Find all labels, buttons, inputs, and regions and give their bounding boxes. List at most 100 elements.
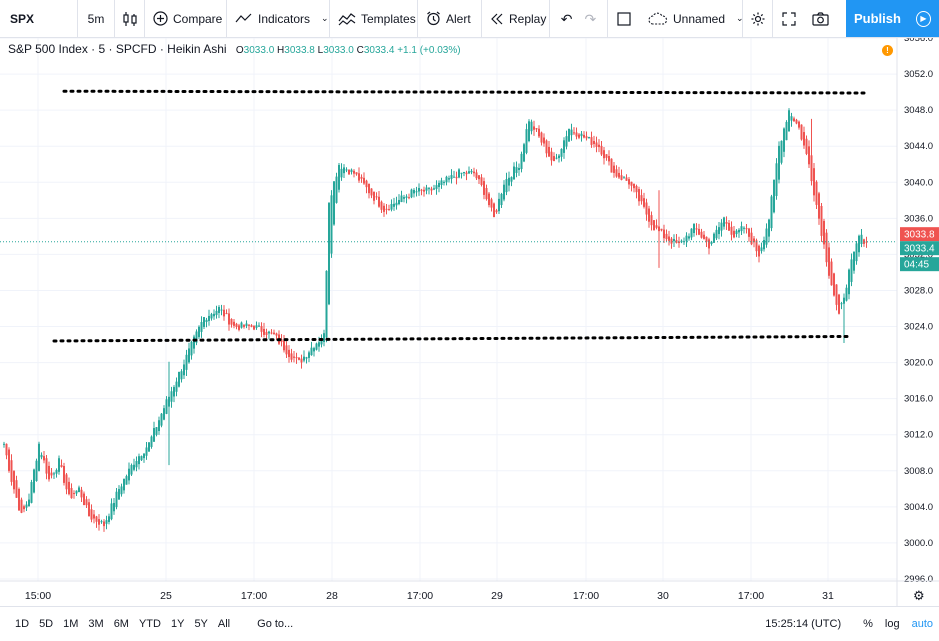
up-candle bbox=[723, 216, 725, 230]
up-candle bbox=[693, 223, 695, 237]
up-candle bbox=[860, 228, 863, 248]
down-candle bbox=[295, 352, 298, 364]
down-candle bbox=[455, 171, 458, 185]
down-candle bbox=[355, 172, 358, 176]
chart-settings-icon[interactable]: ⚙ bbox=[913, 588, 925, 603]
up-candle bbox=[335, 172, 338, 204]
down-candle bbox=[573, 127, 575, 135]
up-candle bbox=[140, 455, 143, 462]
range-3m[interactable]: 3M bbox=[88, 618, 104, 630]
time-axis-label: 15:00 bbox=[25, 590, 51, 602]
replay-button[interactable]: Replay bbox=[482, 0, 550, 37]
alert-badge-icon[interactable]: ! bbox=[882, 45, 893, 56]
down-candle bbox=[18, 487, 20, 512]
up-candle bbox=[405, 194, 408, 204]
down-candle bbox=[300, 354, 303, 369]
up-candle bbox=[158, 416, 160, 435]
up-candle bbox=[258, 322, 260, 328]
templates-button[interactable]: Templates bbox=[330, 0, 418, 37]
down-candle bbox=[613, 161, 615, 178]
utc-clock[interactable]: 15:25:14 (UTC) bbox=[765, 618, 842, 630]
layout-button[interactable]: Unnamed ⌄ bbox=[640, 0, 744, 37]
time-axis-label: 29 bbox=[491, 590, 503, 602]
time-axis[interactable]: 15:00 25 17:00 28 17:00 29 17:00 30 17:00 31 bbox=[0, 580, 939, 602]
up-candle bbox=[185, 349, 188, 376]
down-candle bbox=[273, 329, 275, 335]
svg-text:3033.4: 3033.4 bbox=[904, 244, 935, 255]
up-candle bbox=[440, 177, 443, 189]
up-candle bbox=[343, 164, 345, 178]
log-toggle[interactable]: log bbox=[884, 618, 900, 630]
down-candle bbox=[803, 126, 805, 149]
symbol-search-button[interactable]: SPX bbox=[0, 0, 78, 37]
range-1y[interactable]: 1Y bbox=[170, 618, 185, 630]
range-all[interactable]: All bbox=[217, 618, 231, 630]
compare-button[interactable]: Compare bbox=[145, 0, 227, 37]
up-candle bbox=[460, 172, 463, 179]
price-axis[interactable]: 3056.03052.03048.03044.03040.03036.03032… bbox=[896, 38, 933, 606]
up-candle bbox=[558, 153, 560, 163]
up-candle bbox=[850, 253, 853, 287]
range-5d[interactable]: 5D bbox=[39, 618, 54, 630]
down-candle bbox=[388, 204, 390, 211]
down-candle bbox=[748, 227, 750, 242]
price-tag-close: 3033.4 bbox=[900, 241, 939, 256]
rewind-icon bbox=[490, 13, 504, 25]
down-candle bbox=[68, 477, 70, 496]
auto-toggle[interactable]: auto bbox=[911, 618, 933, 630]
up-candle bbox=[173, 385, 175, 403]
chevron-down-icon: ⌄ bbox=[321, 13, 329, 23]
percent-toggle[interactable]: % bbox=[863, 618, 873, 630]
down-candle bbox=[818, 191, 820, 225]
range-ytd[interactable]: YTD bbox=[138, 618, 161, 630]
indicators-label: Indicators bbox=[258, 11, 311, 26]
up-candle bbox=[110, 498, 113, 521]
range-1d[interactable]: 1D bbox=[15, 618, 30, 630]
up-candle bbox=[775, 158, 778, 200]
down-candle bbox=[823, 218, 825, 249]
series-title[interactable]: S&P 500 Index · 5 · SPCFD · Heikin Ashi bbox=[8, 42, 227, 56]
down-candle bbox=[73, 490, 75, 499]
undo-icon[interactable]: ↶ bbox=[560, 10, 573, 27]
indicators-button[interactable]: Indicators ⌄ bbox=[227, 0, 330, 37]
down-candle bbox=[635, 184, 638, 199]
price-axis-label: 2996.0 bbox=[904, 574, 933, 585]
down-candle bbox=[288, 345, 290, 363]
price-axis-label: 3056.0 bbox=[904, 38, 933, 44]
down-candle bbox=[590, 131, 593, 148]
price-axis-label: 3012.0 bbox=[904, 430, 933, 441]
down-candle bbox=[643, 192, 645, 209]
up-candle bbox=[740, 221, 743, 236]
settings-button[interactable] bbox=[743, 0, 773, 37]
fullscreen-rect-button[interactable] bbox=[608, 0, 640, 37]
fullscreen-button[interactable] bbox=[773, 0, 805, 37]
alert-button[interactable]: Alert bbox=[418, 0, 482, 37]
up-candle bbox=[200, 316, 203, 338]
snapshot-button[interactable] bbox=[805, 0, 835, 37]
up-candle bbox=[470, 168, 473, 175]
up-candle bbox=[425, 184, 428, 195]
down-candle bbox=[408, 193, 410, 200]
up-candle bbox=[395, 196, 398, 210]
up-candle bbox=[400, 190, 403, 203]
up-candle bbox=[75, 490, 78, 497]
publish-button[interactable]: Publish ▶ bbox=[846, 0, 939, 37]
range-5y[interactable]: 5Y bbox=[194, 618, 208, 630]
interval-button[interactable]: 5m bbox=[78, 0, 115, 37]
price-chart[interactable]: 3056.03052.03048.03044.03040.03036.03032… bbox=[0, 38, 939, 606]
price-axis-label: 3036.0 bbox=[904, 213, 933, 224]
up-candle bbox=[520, 151, 523, 173]
redo-icon[interactable]: ↷ bbox=[584, 10, 597, 27]
chart-style-button[interactable] bbox=[115, 0, 145, 37]
up-candle bbox=[218, 305, 220, 319]
down-candle bbox=[675, 234, 678, 244]
range-6m[interactable]: 6M bbox=[113, 618, 129, 630]
up-candle bbox=[438, 180, 440, 193]
goto-button[interactable]: Go to... bbox=[257, 618, 294, 630]
up-candle bbox=[458, 168, 460, 179]
up-candle bbox=[268, 330, 270, 340]
up-candle bbox=[245, 320, 248, 329]
range-1m[interactable]: 1M bbox=[63, 618, 79, 630]
up-candle bbox=[435, 180, 438, 195]
up-candle bbox=[790, 112, 793, 127]
